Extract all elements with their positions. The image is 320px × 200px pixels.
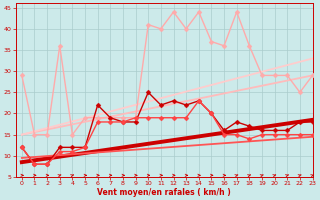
X-axis label: Vent moyen/en rafales ( km/h ): Vent moyen/en rafales ( km/h ) xyxy=(97,188,231,197)
